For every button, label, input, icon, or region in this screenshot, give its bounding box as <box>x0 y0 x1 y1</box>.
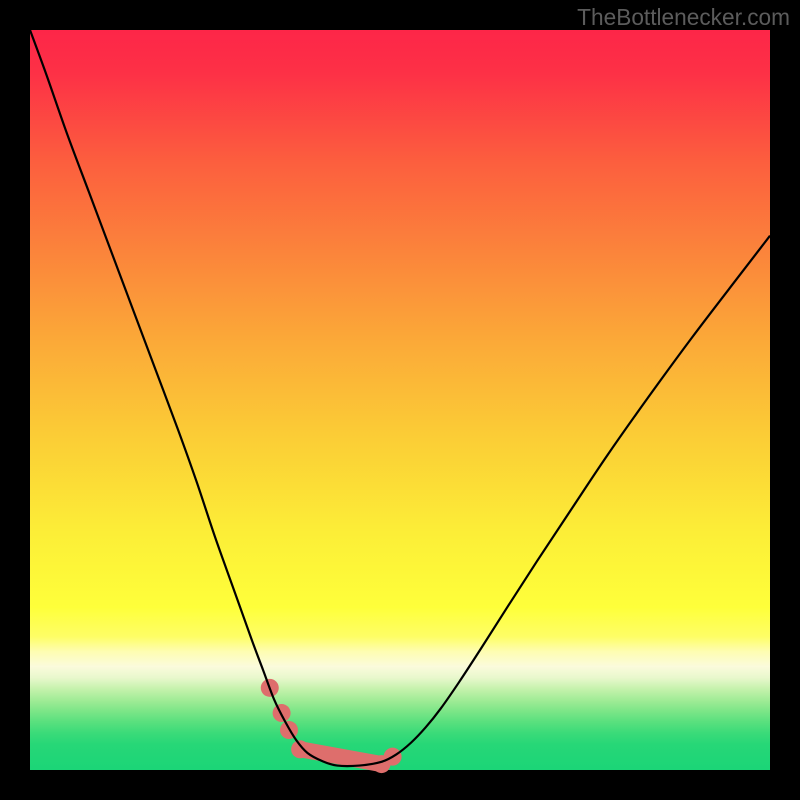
plot-background <box>30 30 770 770</box>
bottleneck-chart <box>0 0 800 800</box>
watermark-text: TheBottlenecker.com <box>577 4 790 31</box>
chart-root: TheBottlenecker.com <box>0 0 800 800</box>
accent-cap <box>291 740 309 758</box>
